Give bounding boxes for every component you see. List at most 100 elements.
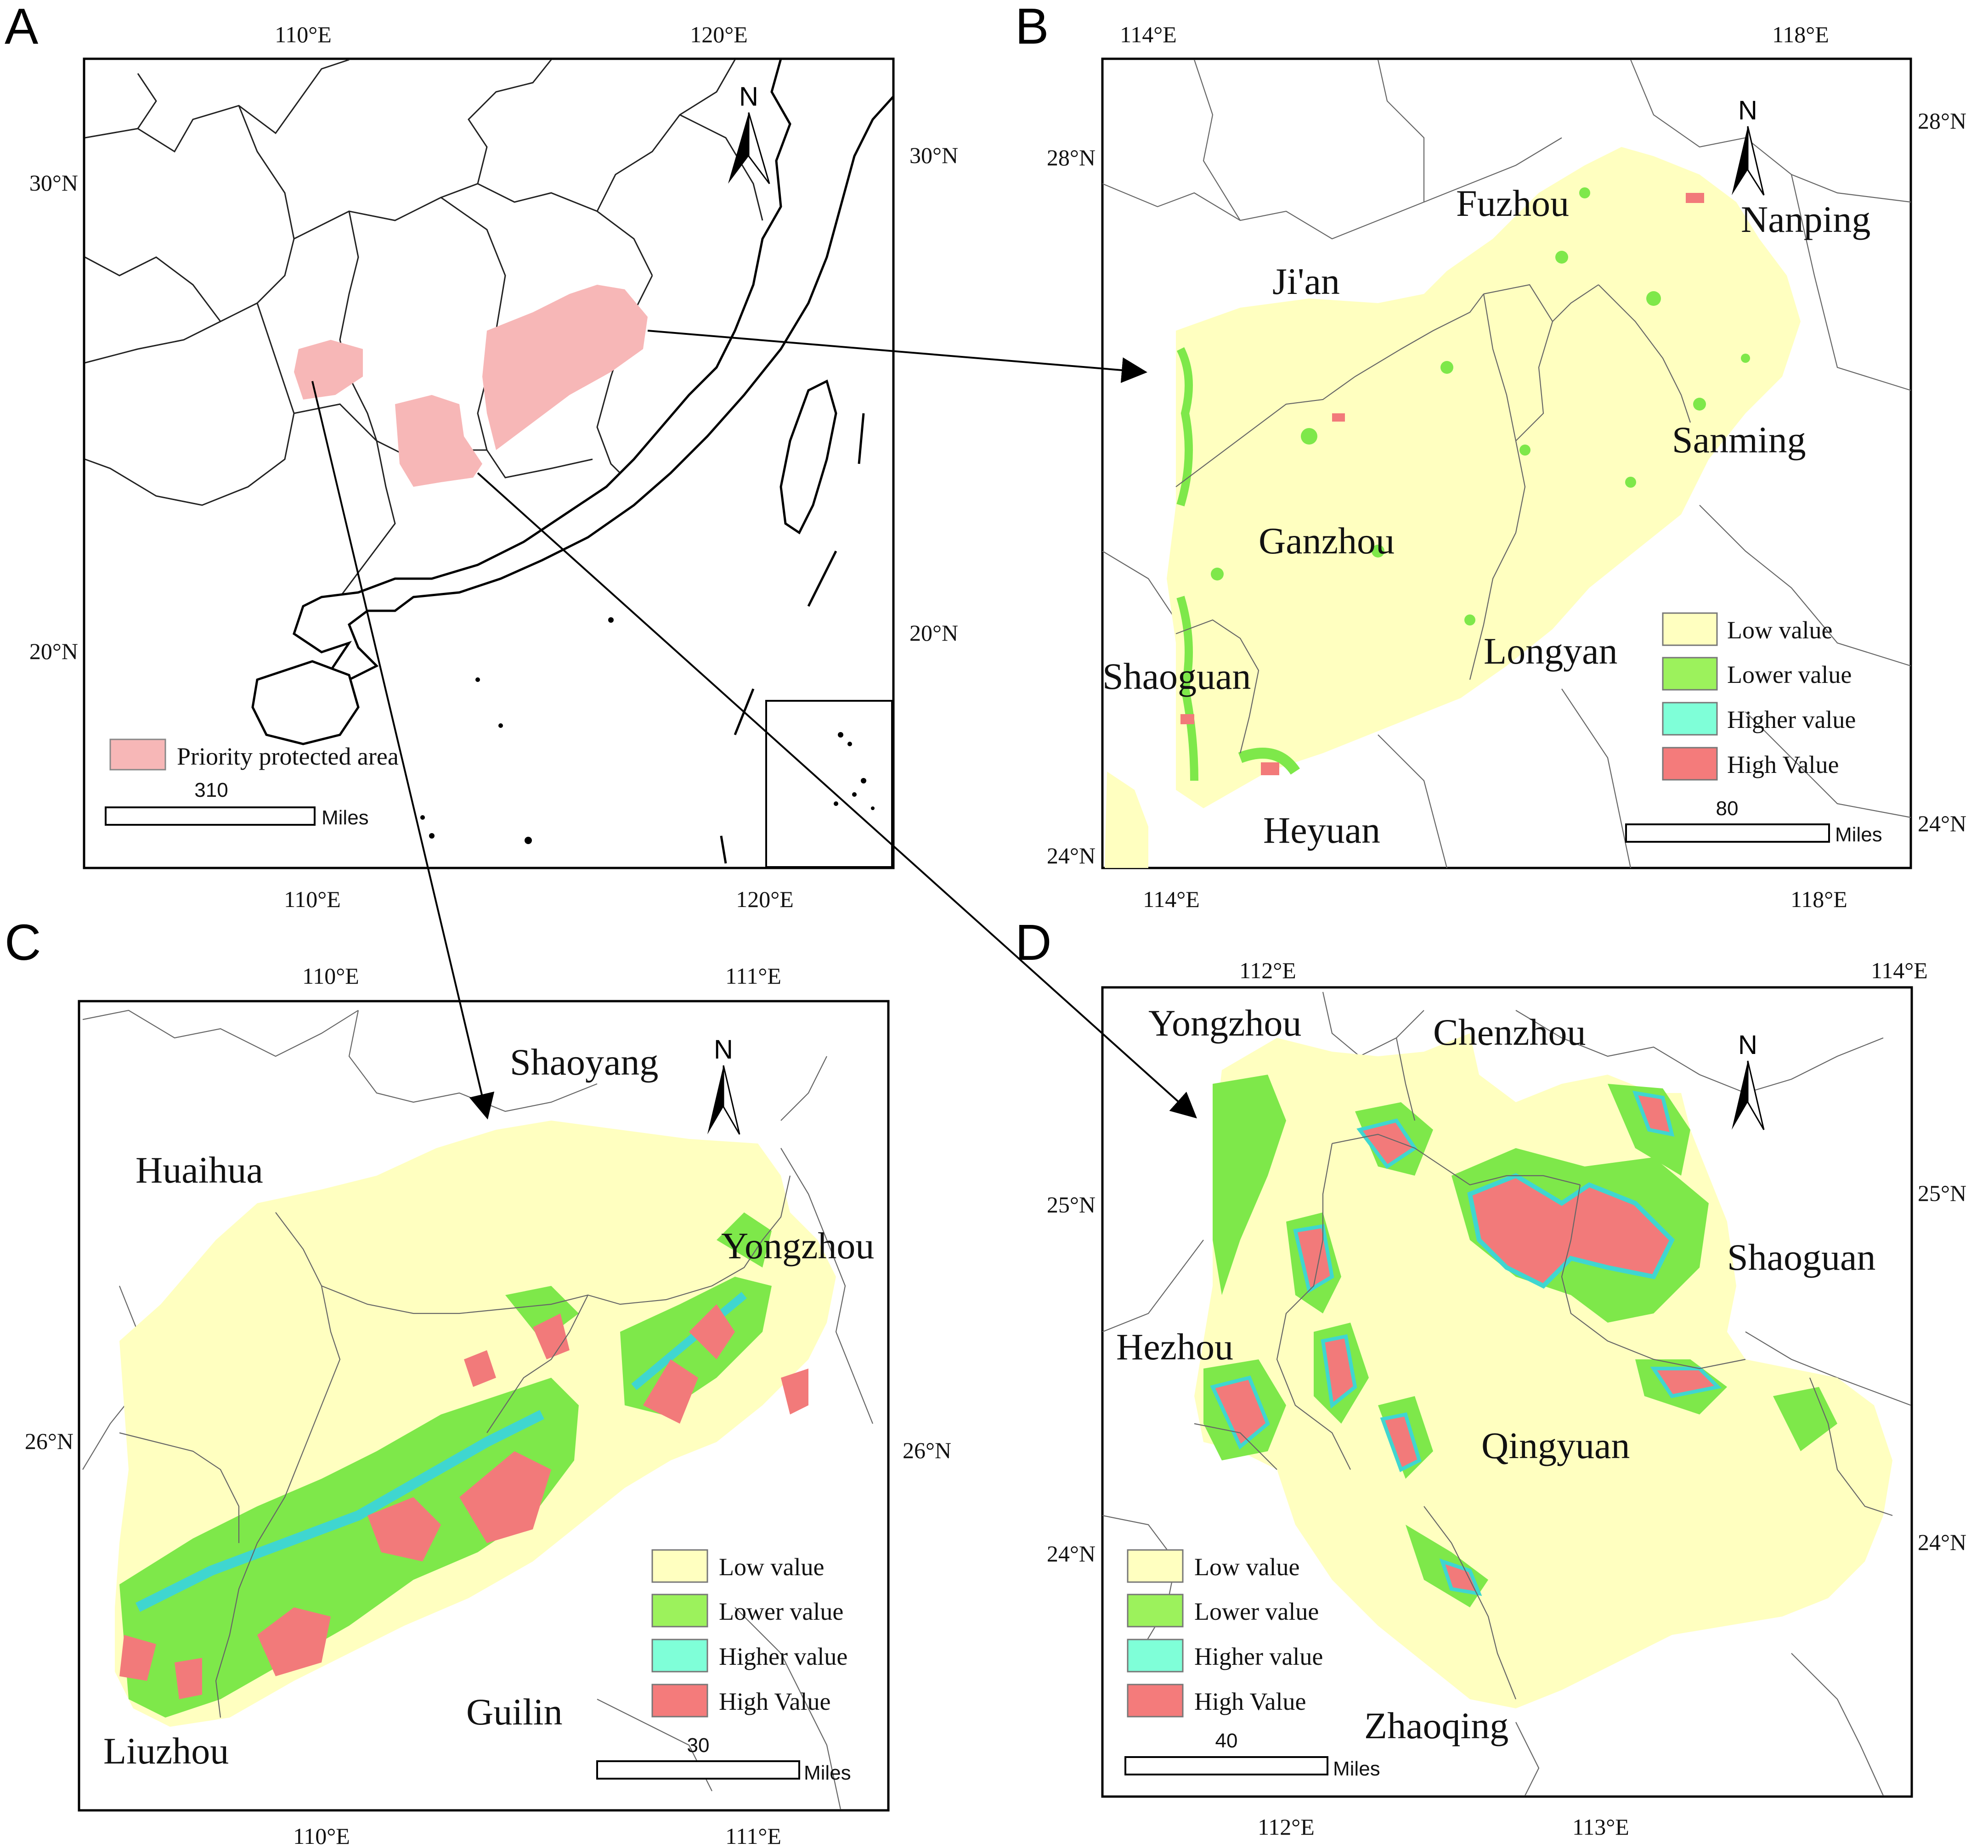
b-study-area xyxy=(1167,147,1801,808)
panel-b: B 114°E 118°E 114°E 118°E 28°N 24°N 28°N… xyxy=(1015,0,1966,912)
panel-a: A 110°E 120°E 110°E 120°E 30°N 20°N 30°N… xyxy=(5,0,958,912)
connector-a-to-c xyxy=(311,381,495,1120)
c-city-yongzhou: Yongzhou xyxy=(721,1225,874,1267)
c-legend-swatch-higher xyxy=(651,1639,708,1673)
panel-a-letter: A xyxy=(5,0,39,55)
d-north-arrow: N xyxy=(1732,1030,1765,1130)
a-tick-right-2: 20°N xyxy=(909,620,958,646)
b-tick-right-1: 28°N xyxy=(1918,108,1966,134)
d-study-area xyxy=(1194,1033,1892,1708)
a-taiwan xyxy=(779,379,837,535)
panel-c-letter: C xyxy=(5,914,41,971)
d-legend-swatch-high xyxy=(1127,1684,1184,1718)
a-tick-right-1: 30°N xyxy=(909,142,958,168)
a-coast xyxy=(256,57,895,736)
b-city-nanping: Nanping xyxy=(1741,198,1870,240)
c-tick-top-2: 111°E xyxy=(725,963,781,989)
svg-text:N: N xyxy=(1738,1030,1757,1060)
b-city-shaoguan: Shaoguan xyxy=(1102,655,1251,697)
d-tick-bottom-1: 112°E xyxy=(1258,1814,1315,1840)
c-scale-value: 30 xyxy=(687,1734,710,1757)
c-higher-zone xyxy=(136,1292,747,1612)
d-city-yongzhou: Yongzhou xyxy=(1148,1002,1301,1044)
d-scale-unit: Miles xyxy=(1333,1758,1380,1780)
d-legend-swatch-higher xyxy=(1127,1639,1184,1673)
a-priority-area-east xyxy=(482,285,648,450)
b-study-boundaries xyxy=(1175,284,1691,754)
c-legend-swatch-high xyxy=(651,1684,708,1718)
b-tick-bottom-1: 114°E xyxy=(1143,886,1200,912)
panel-c-frame xyxy=(78,1000,890,1812)
a-scale-value: 310 xyxy=(194,779,228,801)
c-city-liuzhou: Liuzhou xyxy=(103,1730,229,1772)
b-scale-value: 80 xyxy=(1716,797,1739,820)
c-tick-left-1: 26°N xyxy=(25,1428,73,1454)
b-legend-swatch-low xyxy=(1662,612,1718,646)
b-legend-swatch-high xyxy=(1662,747,1718,781)
c-scale-unit: Miles xyxy=(804,1762,851,1784)
b-city-jian: Ji'an xyxy=(1272,260,1340,302)
d-tick-right-2: 24°N xyxy=(1918,1529,1966,1555)
c-high-zone xyxy=(119,1304,808,1699)
b-city-longyan: Longyan xyxy=(1484,630,1617,672)
a-north-arrow: N xyxy=(728,82,770,184)
c-legend-label-high: High Value xyxy=(719,1688,830,1715)
c-north-arrow: N xyxy=(707,1035,740,1135)
c-scale-bar xyxy=(596,1760,800,1780)
c-green-zone xyxy=(119,1212,772,1718)
d-legend-label-high: High Value xyxy=(1194,1688,1306,1715)
d-city-shaoguan: Shaoguan xyxy=(1727,1236,1875,1278)
c-study-boundaries xyxy=(119,1175,791,1718)
d-legend-label-low: Low value xyxy=(1194,1553,1299,1581)
svg-text:N: N xyxy=(1738,96,1757,125)
d-city-zhaoqing: Zhaoqing xyxy=(1364,1705,1508,1747)
a-tick-left-2: 20°N xyxy=(29,638,78,664)
c-legend-label-higher: Higher value xyxy=(719,1643,847,1670)
panel-d: D 112°E 114°E 112°E 113°E 25°N 24°N 25°N… xyxy=(1015,914,1966,1840)
a-scale-bar xyxy=(105,806,316,826)
b-study-area-fragment xyxy=(1105,772,1148,868)
c-legend-label-lower: Lower value xyxy=(719,1598,843,1625)
b-north-arrow: N xyxy=(1732,96,1765,196)
panel-d-frame xyxy=(1101,986,1913,1798)
d-tick-top-1: 112°E xyxy=(1239,958,1296,983)
d-city-chenzhou: Chenzhou xyxy=(1433,1011,1586,1053)
b-tick-bottom-2: 118°E xyxy=(1790,886,1847,912)
b-tick-left-2: 24°N xyxy=(1047,843,1096,868)
a-dashed-borders xyxy=(720,413,865,864)
a-inset-frame xyxy=(765,700,893,868)
a-tick-top-1: 110°E xyxy=(275,22,332,47)
a-islands xyxy=(420,617,875,844)
a-scale-unit: Miles xyxy=(322,806,369,829)
panel-a-frame xyxy=(83,57,895,869)
b-city-heyuan: Heyuan xyxy=(1263,809,1380,851)
d-scale-bar xyxy=(1124,1756,1328,1775)
svg-text:N: N xyxy=(739,82,758,112)
b-tick-top-2: 118°E xyxy=(1772,22,1829,47)
d-legend-label-lower: Lower value xyxy=(1194,1598,1319,1625)
d-legend-label-higher: Higher value xyxy=(1194,1643,1323,1670)
d-legend-swatch-lower xyxy=(1127,1594,1184,1628)
connector-a-to-b xyxy=(647,330,1147,383)
c-city-shaoyang: Shaoyang xyxy=(510,1041,658,1083)
b-scale-bar xyxy=(1625,823,1830,843)
c-tick-bottom-1: 110°E xyxy=(293,1823,350,1848)
c-city-huaihua: Huaihua xyxy=(136,1149,263,1191)
b-legend: Low value Lower value Higher value High … xyxy=(1662,612,1856,781)
panel-c: C 110°E 111°E 110°E 111°E 26°N 26°N xyxy=(5,914,951,1848)
b-tick-left-1: 28°N xyxy=(1047,145,1096,170)
d-city-qingyuan: Qingyuan xyxy=(1481,1425,1630,1466)
c-legend-label-low: Low value xyxy=(719,1553,824,1581)
d-city-hezhou: Hezhou xyxy=(1116,1326,1233,1368)
c-tick-top-1: 110°E xyxy=(302,963,359,989)
d-study-boundaries xyxy=(1194,1037,1893,1700)
svg-text:N: N xyxy=(714,1035,733,1065)
d-tick-top-2: 114°E xyxy=(1871,958,1928,983)
c-tick-bottom-2: 111°E xyxy=(725,1823,781,1848)
b-tick-right-2: 24°N xyxy=(1918,811,1966,836)
c-legend-swatch-lower xyxy=(651,1594,708,1628)
a-legend-label: Priority protected area xyxy=(177,743,399,770)
d-tick-left-2: 24°N xyxy=(1047,1541,1096,1566)
d-legend: Low value Lower value Higher value High … xyxy=(1127,1549,1323,1718)
